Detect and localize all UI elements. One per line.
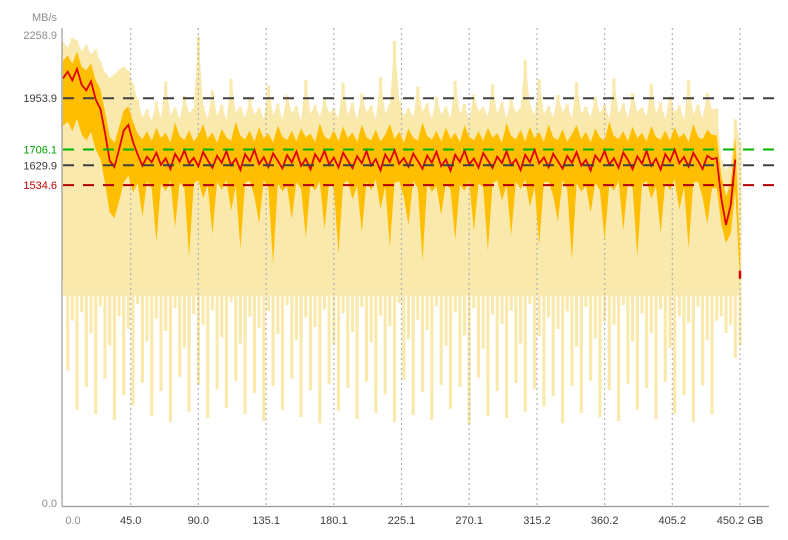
typical-band-area xyxy=(63,51,740,284)
x-tick-label: 450.2 GB xyxy=(717,515,763,527)
x-tick-label: 135.1 xyxy=(252,515,280,527)
x-tick-label: 270.1 xyxy=(455,515,483,527)
last-sample-dot xyxy=(738,270,742,279)
x-tick-label: 225.1 xyxy=(388,515,416,527)
y-tick-label: 1534.6 xyxy=(23,180,57,192)
y-tick-label: 1953.9 xyxy=(23,93,57,105)
x-tick-label: 45.0 xyxy=(120,515,141,527)
x-tick-label: 315.2 xyxy=(523,515,551,527)
x-tick-label: 180.1 xyxy=(320,515,348,527)
y-tick-label: 0.0 xyxy=(42,498,57,510)
y-axis-unit-label: MB/s xyxy=(32,12,58,24)
y-tick-label: 1629.9 xyxy=(23,160,57,172)
average-speed-line xyxy=(62,66,737,226)
axis-labels: MB/s 2258.9 1953.9 1706.1 1629.9 1534.6 0.0 0.0… xyxy=(23,12,763,527)
y-tick-label: 1706.1 xyxy=(23,145,57,157)
x-tick-label: 0.0 xyxy=(65,515,80,527)
y-tick-label: 2258.9 xyxy=(23,30,57,42)
x-tick-label: 360.2 xyxy=(591,515,619,527)
x-tick-label: 405.2 xyxy=(659,515,687,527)
x-tick-label: 90.0 xyxy=(188,515,209,527)
